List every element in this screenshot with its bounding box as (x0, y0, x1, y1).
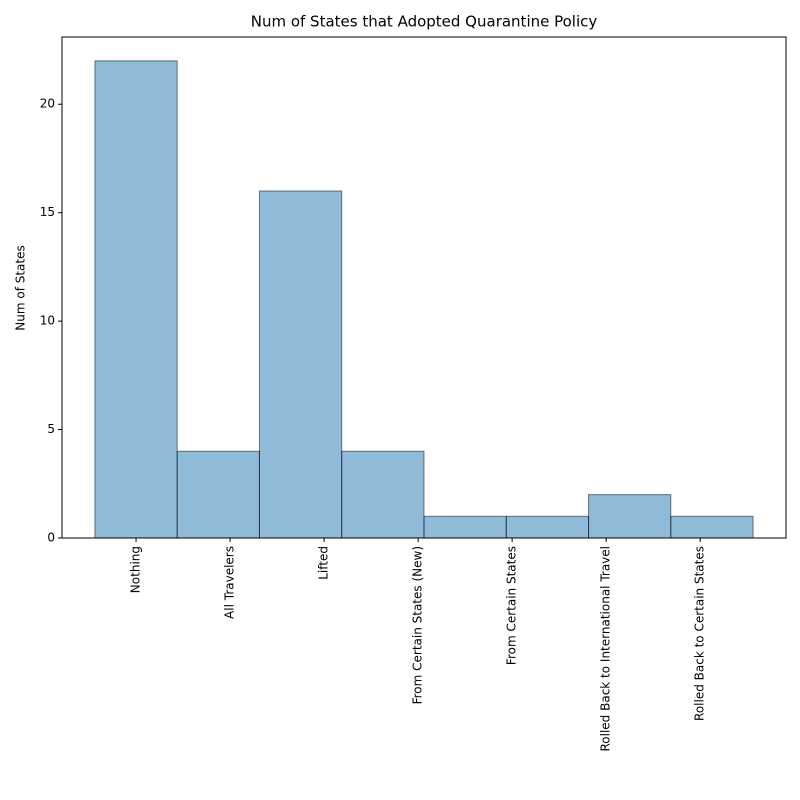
bar (588, 494, 672, 539)
plot-frame (61, 36, 787, 539)
y-tick-label: 20 (40, 97, 55, 111)
y-tick-label: 5 (47, 422, 55, 436)
bar (505, 515, 590, 539)
y-tick-label: 0 (47, 531, 55, 545)
y-axis-label: Num of States (14, 245, 28, 330)
x-tick-label: From Certain States (505, 546, 519, 665)
x-tick-label: Rolled Back to International Travel (599, 546, 613, 752)
bar (94, 60, 178, 539)
bar (423, 515, 507, 539)
bar (670, 515, 754, 539)
x-tick-label: All Travelers (223, 546, 237, 619)
bar (176, 450, 260, 539)
x-tick-label: Lifted (317, 546, 331, 580)
y-tick-label: 15 (40, 205, 55, 219)
chart-title: Num of States that Adopted Quarantine Po… (251, 13, 598, 31)
bar (258, 190, 343, 539)
y-tick-label: 10 (40, 314, 55, 328)
bar (341, 450, 425, 539)
x-tick-label: Rolled Back to Certain States (693, 546, 707, 721)
x-tick-label: From Certain States (New) (411, 546, 425, 704)
x-tick-label: Nothing (129, 546, 143, 593)
